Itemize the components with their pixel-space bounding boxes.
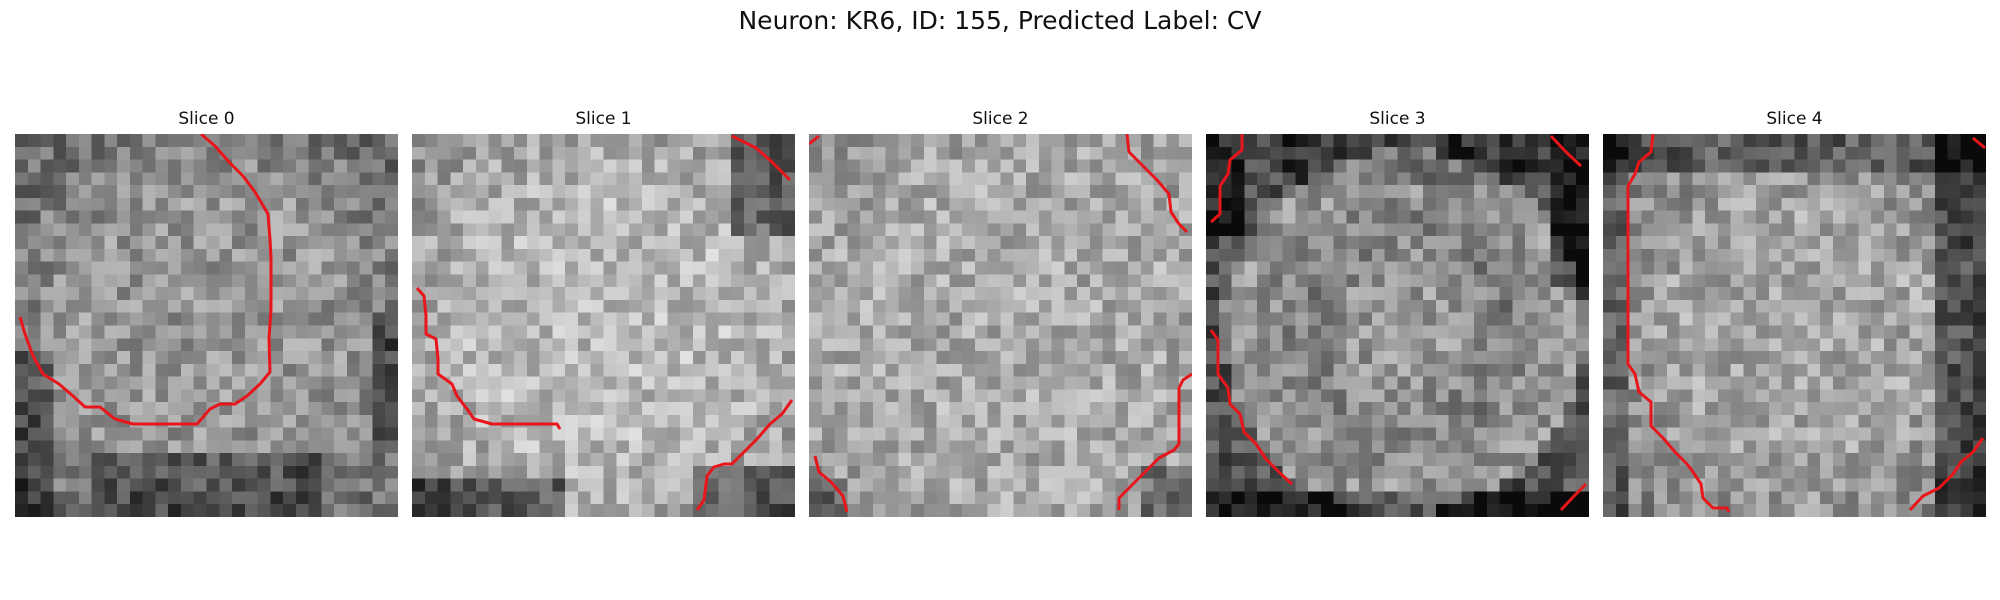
- slice-image-0: [15, 134, 398, 517]
- slice-panel-2: Slice 2: [809, 108, 1192, 517]
- slice-title-2: Slice 2: [972, 109, 1029, 129]
- slice-title-3: Slice 3: [1369, 109, 1426, 129]
- slice-image-2: [809, 134, 1192, 517]
- slice-panel-4: Slice 4: [1603, 108, 1986, 517]
- slice-title-4: Slice 4: [1766, 109, 1823, 129]
- segmentation-contour-0: [18, 134, 273, 426]
- segmentation-contour-2: [809, 134, 1192, 513]
- grayscale-patch-1: [412, 134, 795, 517]
- slice-panel-0: Slice 0: [15, 108, 398, 517]
- grayscale-patch-3: [1206, 134, 1589, 517]
- grayscale-patch-2: [809, 134, 1192, 517]
- grayscale-patch-0: [15, 134, 398, 517]
- slice-panel-3: Slice 3: [1206, 108, 1589, 517]
- slice-title-0: Slice 0: [178, 109, 235, 129]
- segmentation-contour-4: [1626, 134, 1986, 513]
- slice-panel-1: Slice 1: [412, 108, 795, 517]
- slice-image-3: [1206, 134, 1589, 517]
- figure-title: Neuron: KR6, ID: 155, Predicted Label: C…: [738, 6, 1262, 35]
- slice-title-1: Slice 1: [575, 109, 632, 129]
- slice-image-1: [412, 134, 795, 517]
- grayscale-patch-4: [1603, 134, 1986, 517]
- segmentation-contour-3: [1209, 134, 1588, 512]
- slice-image-4: [1603, 134, 1986, 517]
- segmentation-contour-1: [415, 134, 794, 511]
